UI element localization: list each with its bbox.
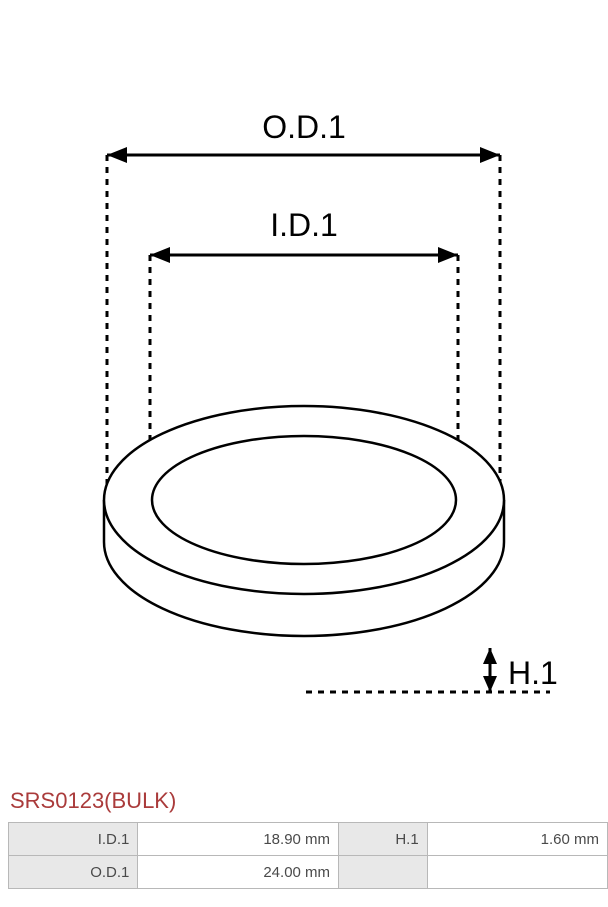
table-row: I.D.1 18.90 mm H.1 1.60 mm (9, 823, 608, 856)
technical-drawing: O.D.1 I.D.1 H.1 (0, 0, 608, 780)
h1-label: H.1 (508, 655, 558, 691)
spec-label: H.1 (339, 823, 428, 856)
specs-table: I.D.1 18.90 mm H.1 1.60 mm O.D.1 24.00 m… (8, 822, 608, 889)
od1-arrow-left (107, 147, 127, 163)
ring-diagram-svg: O.D.1 I.D.1 H.1 (0, 0, 608, 780)
spec-label (339, 856, 428, 889)
h1-arrow-top (483, 648, 497, 664)
id1-arrow-right (438, 247, 458, 263)
spec-label: I.D.1 (9, 823, 138, 856)
spec-value: 24.00 mm (138, 856, 339, 889)
title-bar: SRS0123(BULK) (0, 780, 608, 818)
od1-label: O.D.1 (262, 109, 346, 145)
spec-value: 18.90 mm (138, 823, 339, 856)
spec-value (427, 856, 607, 889)
spec-label: O.D.1 (9, 856, 138, 889)
id1-arrow-left (150, 247, 170, 263)
h1-arrow-bottom (483, 676, 497, 692)
table-row: O.D.1 24.00 mm (9, 856, 608, 889)
od1-arrow-right (480, 147, 500, 163)
product-title: SRS0123(BULK) (10, 788, 176, 813)
spec-value: 1.60 mm (427, 823, 607, 856)
id1-label: I.D.1 (270, 207, 338, 243)
ring-top-inner (152, 436, 456, 564)
